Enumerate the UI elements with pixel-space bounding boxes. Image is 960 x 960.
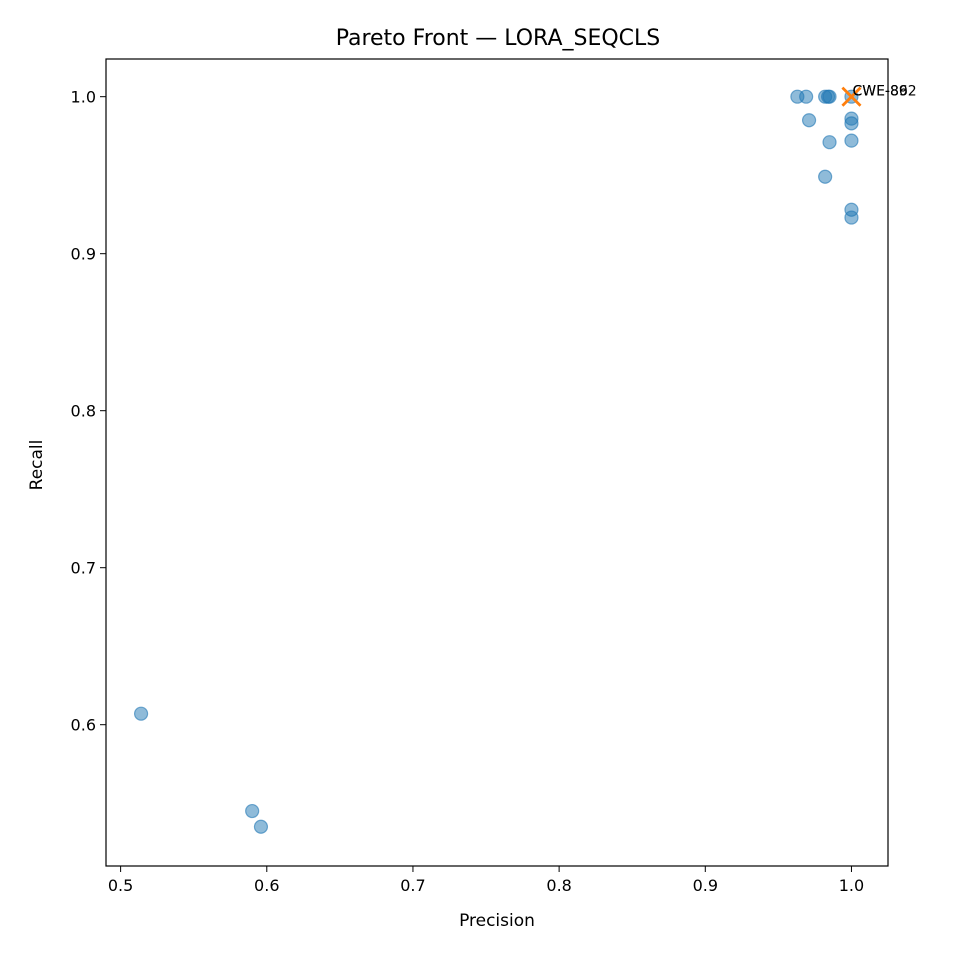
data-point — [844, 210, 859, 225]
point-annotation: CWE-89 — [852, 84, 907, 100]
y-tick-label: 0.6 — [71, 716, 96, 735]
chart-title: Pareto Front — LORA_SEQCLS — [336, 26, 661, 51]
y-tick-label: 0.8 — [71, 402, 96, 421]
data-point — [822, 89, 837, 104]
y-tick-label: 1.0 — [71, 88, 96, 107]
pareto-marker-stroke — [841, 86, 862, 107]
data-point — [133, 706, 149, 721]
data-point — [822, 135, 837, 150]
x-tick-label: 0.8 — [546, 876, 571, 895]
data-point — [844, 133, 859, 148]
y-axis-label: Recall — [27, 440, 47, 491]
x-axis-label: Precision — [459, 911, 535, 931]
x-axis: 0.5 0.6 0.7 0.8 0.9 1.0 — [108, 866, 864, 895]
points-layer — [133, 89, 859, 834]
data-point — [818, 169, 833, 184]
y-tick-label: 0.9 — [71, 245, 96, 264]
x-tick-label: 0.7 — [400, 876, 425, 895]
y-axis: 0.6 0.7 0.8 0.9 1.0 — [71, 88, 106, 735]
y-tick-label: 0.7 — [71, 559, 96, 578]
x-tick-label: 0.6 — [254, 876, 279, 895]
plot-frame — [105, 58, 889, 867]
pareto-point — [841, 86, 862, 107]
data-point — [253, 819, 269, 834]
data-point — [799, 89, 814, 104]
x-tick-label: 0.5 — [108, 876, 133, 895]
pareto-layer — [841, 86, 862, 107]
data-point — [245, 803, 260, 819]
point-annotation: CWE-862 — [852, 84, 916, 100]
data-point — [844, 116, 859, 131]
x-tick-label: 1.0 — [839, 876, 864, 895]
data-point — [801, 113, 817, 128]
x-tick-label: 0.9 — [693, 876, 718, 895]
